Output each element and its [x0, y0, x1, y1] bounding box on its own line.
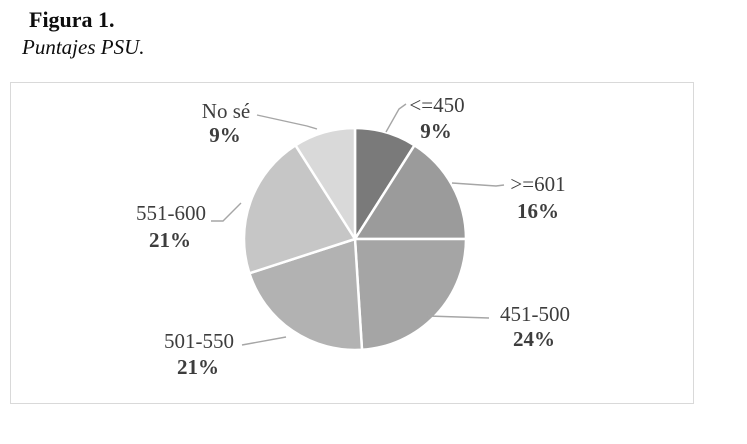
slice-label-3: 451-500 [500, 302, 570, 326]
slice-label-5: 551-600 [136, 201, 206, 225]
slice-pct-3: 24% [513, 327, 555, 351]
slice-pct-6: 9% [209, 123, 241, 147]
leader-line-5 [211, 202, 242, 222]
slice-pct-5: 21% [149, 228, 191, 252]
slice-label-1: <=450 [409, 93, 464, 117]
pie-slice-3 [353, 237, 468, 352]
leader-line-3 [427, 315, 490, 319]
leader-line-1 [385, 103, 407, 133]
figure-title: Puntajes PSU. [22, 35, 145, 59]
figure-label: Figura 1. [29, 7, 115, 32]
pie-chart-svg: <=4509%>=60116%451-50024%501-55021%551-6… [136, 93, 570, 379]
pie-slice-6 [294, 126, 357, 241]
slice-label-6: No sé [202, 99, 250, 123]
slice-label-2: >=601 [510, 172, 565, 196]
chart-frame: <=450 9% >=601 16% 451-500 24% 501-550 21% 551-6… [10, 82, 694, 404]
pie-slice-5 [242, 144, 357, 275]
slice-pct-2: 16% [517, 199, 559, 223]
leader-line-4 [241, 336, 287, 346]
slice-pct-1: 9% [420, 119, 452, 143]
figure-caption: Figura 1. Puntajes PSU. [22, 6, 144, 60]
pie-slice-2 [353, 144, 468, 241]
slice-label-4: 501-550 [164, 329, 234, 353]
pie-slice-4 [248, 237, 364, 352]
leader-line-6 [256, 114, 318, 130]
leader-line-2 [451, 182, 505, 187]
slice-pct-4: 21% [177, 355, 219, 379]
